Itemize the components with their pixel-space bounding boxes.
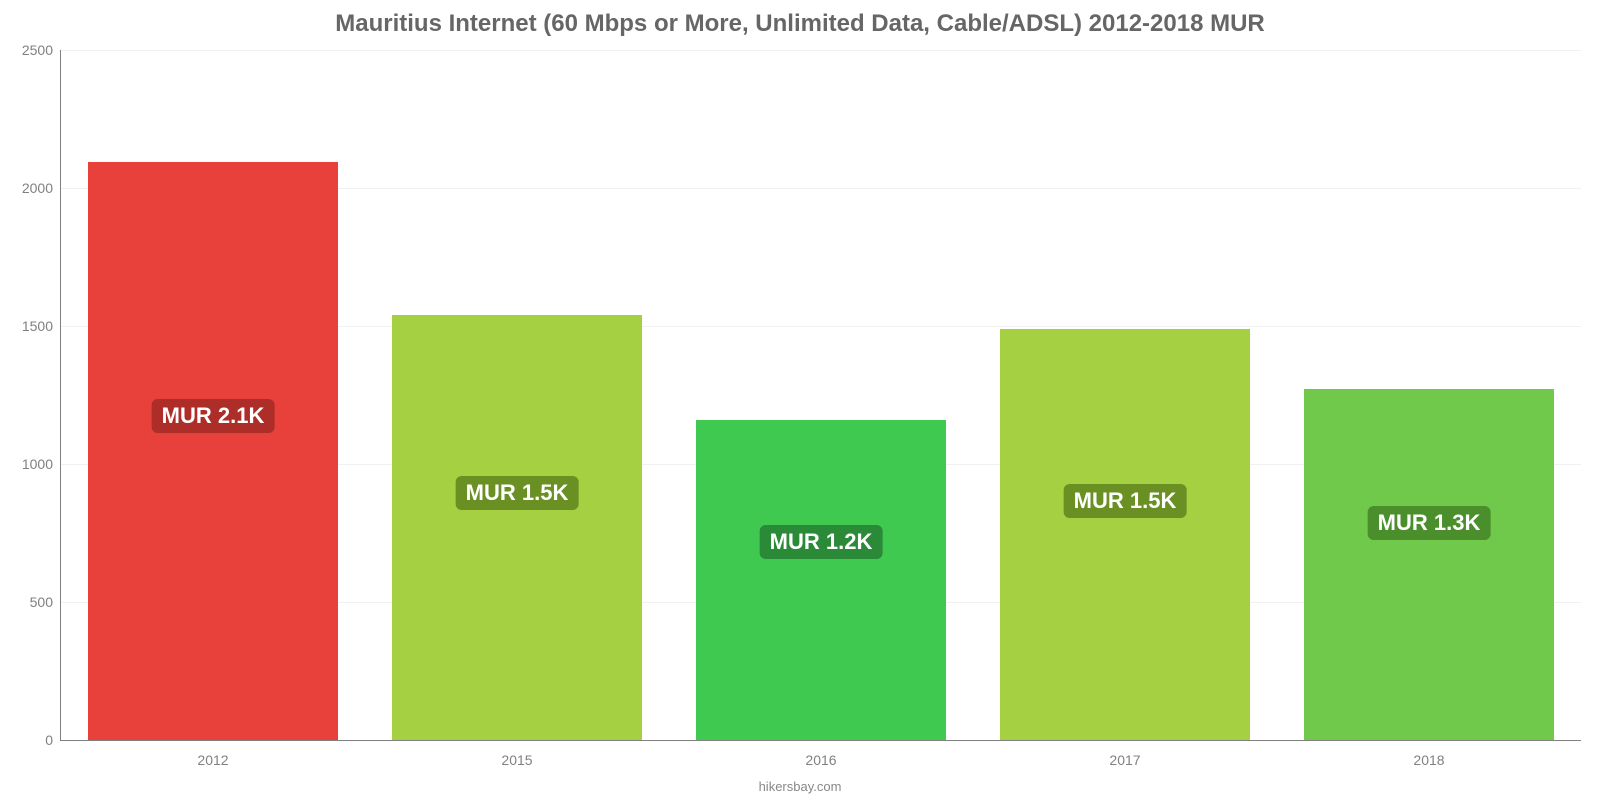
y-tick-label: 1000	[22, 456, 61, 472]
chart-title: Mauritius Internet (60 Mbps or More, Unl…	[0, 10, 1600, 38]
bar	[1000, 329, 1249, 740]
bar	[1304, 389, 1553, 740]
y-tick-label: 2500	[22, 42, 61, 58]
bar-value-label: MUR 1.5K	[1064, 484, 1187, 518]
bar-value-label: MUR 1.5K	[456, 476, 579, 510]
source-label: hikersbay.com	[0, 779, 1600, 794]
x-tick-label: 2016	[805, 740, 836, 768]
bar-value-label: MUR 1.2K	[760, 525, 883, 559]
y-tick-label: 1500	[22, 318, 61, 334]
bar-value-label: MUR 1.3K	[1368, 506, 1491, 540]
bar	[392, 315, 641, 740]
bar-value-label: MUR 2.1K	[152, 399, 275, 433]
x-tick-label: 2018	[1413, 740, 1444, 768]
grid-line	[61, 50, 1581, 51]
bar	[88, 162, 337, 740]
plot-area: 05001000150020002500MUR 2.1K2012MUR 1.5K…	[60, 50, 1581, 741]
y-tick-label: 500	[30, 594, 61, 610]
bar	[696, 420, 945, 740]
y-tick-label: 0	[45, 732, 61, 748]
y-tick-label: 2000	[22, 180, 61, 196]
x-tick-label: 2012	[197, 740, 228, 768]
x-tick-label: 2015	[501, 740, 532, 768]
chart-container: Mauritius Internet (60 Mbps or More, Unl…	[0, 0, 1600, 800]
x-tick-label: 2017	[1109, 740, 1140, 768]
